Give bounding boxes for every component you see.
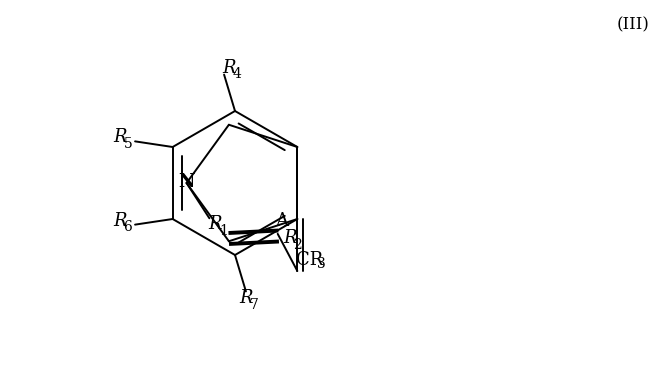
Text: 2: 2 [293, 238, 302, 252]
Text: N: N [178, 173, 195, 191]
Text: R: R [239, 290, 253, 307]
Text: R: R [113, 129, 126, 146]
Text: R: R [208, 215, 222, 233]
Text: R: R [113, 212, 126, 230]
Text: 6: 6 [124, 220, 132, 234]
Text: 4: 4 [233, 67, 241, 81]
Text: A: A [275, 212, 288, 230]
Text: R: R [283, 229, 297, 247]
Text: 7: 7 [249, 298, 258, 312]
Text: 5: 5 [124, 137, 132, 151]
Text: CR: CR [297, 251, 324, 269]
Text: 3: 3 [317, 257, 326, 271]
Text: 1: 1 [219, 224, 227, 238]
Text: (III): (III) [617, 16, 650, 33]
Text: R: R [222, 59, 235, 77]
